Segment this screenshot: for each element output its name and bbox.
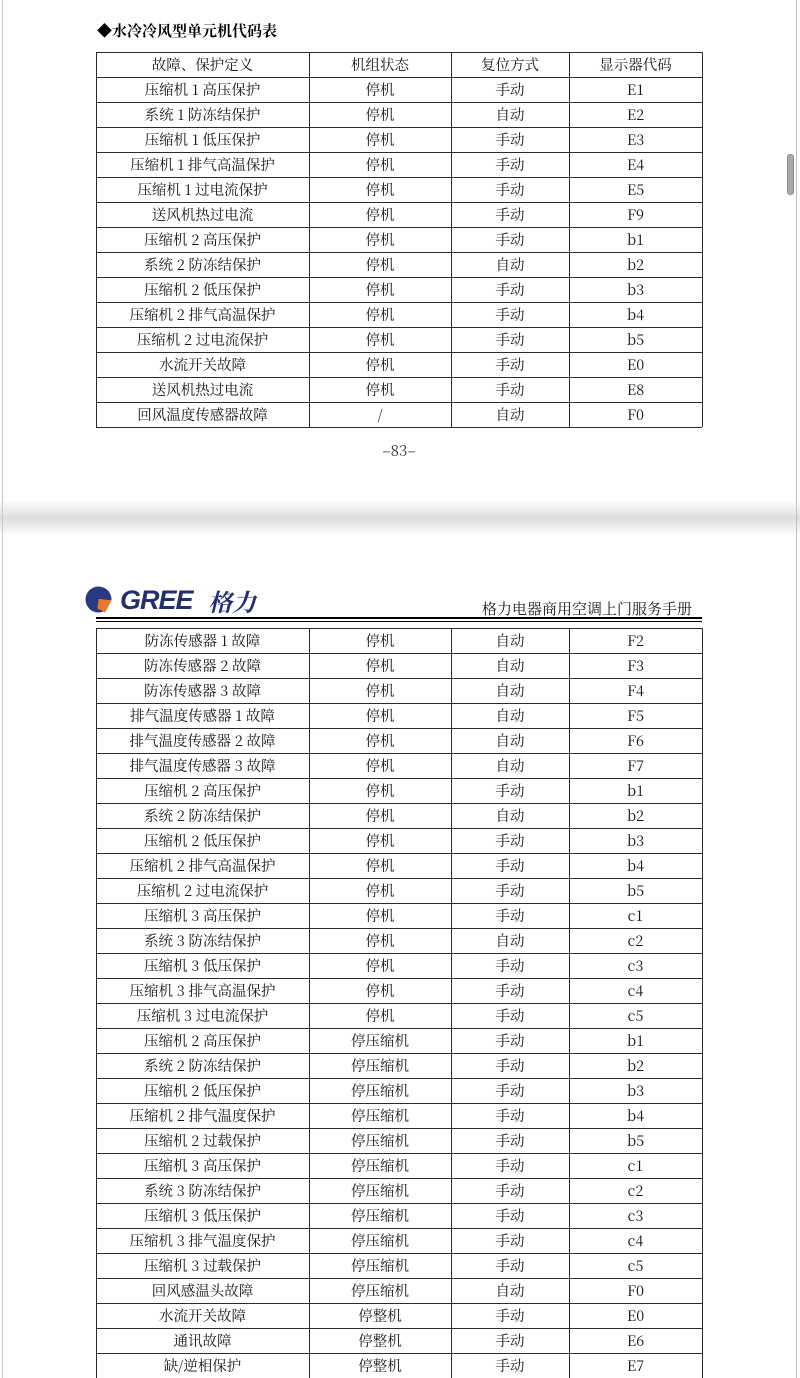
svg-text:格力: 格力 — [208, 583, 258, 617]
svg-text:GREE: GREE — [120, 585, 195, 615]
